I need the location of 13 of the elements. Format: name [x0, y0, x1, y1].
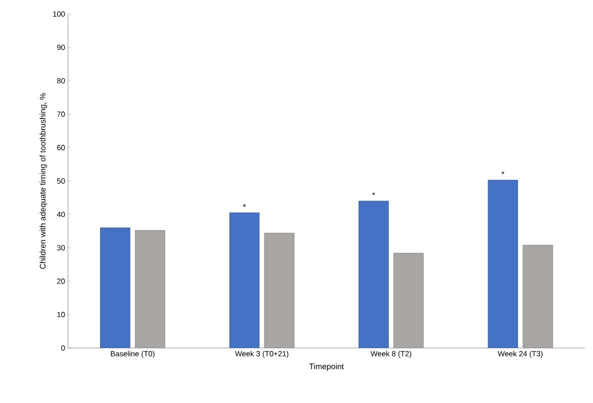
bar [264, 232, 294, 348]
bar [488, 180, 518, 348]
bar [522, 244, 553, 348]
bar [135, 230, 166, 348]
annotation: * [243, 204, 246, 207]
annotation: * [372, 192, 376, 196]
y-axis-title: Children with adequate timing of toothbrushing, % [40, 93, 48, 269]
bar [229, 212, 260, 348]
bar [358, 200, 389, 348]
bar [394, 252, 424, 348]
annotation: * [501, 171, 504, 174]
bar [100, 228, 130, 348]
x-axis-title: Timepoint [309, 363, 344, 371]
